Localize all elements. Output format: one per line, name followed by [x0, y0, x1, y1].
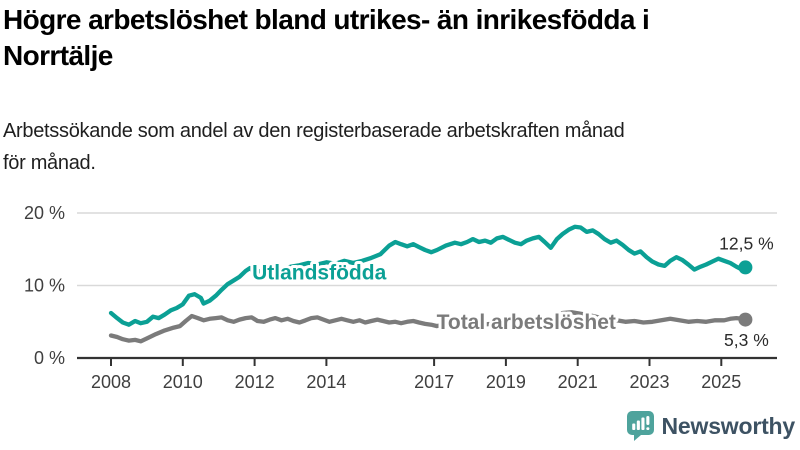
chart-title-line-2: Norrtälje	[3, 40, 113, 71]
x-tick-label: 2010	[163, 372, 203, 392]
exclamation-bar	[645, 416, 649, 425]
bar-tall	[640, 417, 645, 430]
chart-subtitle-line-1: Arbetssökande som andel av den registerb…	[3, 120, 625, 142]
x-tick-label: 2025	[701, 372, 741, 392]
series-end-dot	[738, 260, 753, 275]
series-label: Total arbetslöshet	[437, 311, 616, 334]
series-end-dot	[738, 312, 753, 327]
newsworthy-bubble-icon	[626, 411, 654, 441]
x-tick-label: 2019	[486, 372, 526, 392]
exclamation-dot	[645, 427, 649, 430]
chart-subtitle-line-2: för månad.	[3, 152, 96, 174]
bar-small	[631, 423, 635, 430]
newsworthy-logo: Newsworthy	[626, 409, 796, 443]
chart-subtitle: Arbetssökande som andel av den registerb…	[3, 115, 783, 179]
bar-medium	[636, 420, 640, 430]
chart-title-line-1: Högre arbetslöshet bland utrikes- än inr…	[3, 4, 650, 35]
series-end-value: 12,5 %	[719, 233, 773, 253]
series-label: Utlandsfödda	[252, 262, 386, 285]
series-line	[108, 310, 748, 344]
x-tick-label: 2014	[306, 372, 346, 392]
x-tick-label: 2008	[91, 372, 131, 392]
newsworthy-wordmark: Newsworthy	[661, 412, 796, 439]
x-tick-label: 2017	[414, 372, 454, 392]
x-tick-label: 2012	[235, 372, 275, 392]
series-end-value: 5,3 %	[724, 330, 769, 350]
x-tick-label: 2021	[558, 372, 598, 392]
chart-title: Högre arbetslöshet bland utrikes- än inr…	[3, 2, 783, 74]
y-tick-label: 10 %	[24, 276, 65, 296]
y-tick-label: 0 %	[34, 348, 65, 368]
unemployment-line-chart: 2008 2010 2012 2014 2017 2019 2021 2023 2025 0 % 1…	[24, 203, 777, 392]
x-tick-label: 2023	[629, 372, 669, 392]
series-line	[108, 224, 748, 327]
y-tick-label: 20 %	[24, 203, 65, 223]
bubble-shape	[626, 411, 654, 441]
